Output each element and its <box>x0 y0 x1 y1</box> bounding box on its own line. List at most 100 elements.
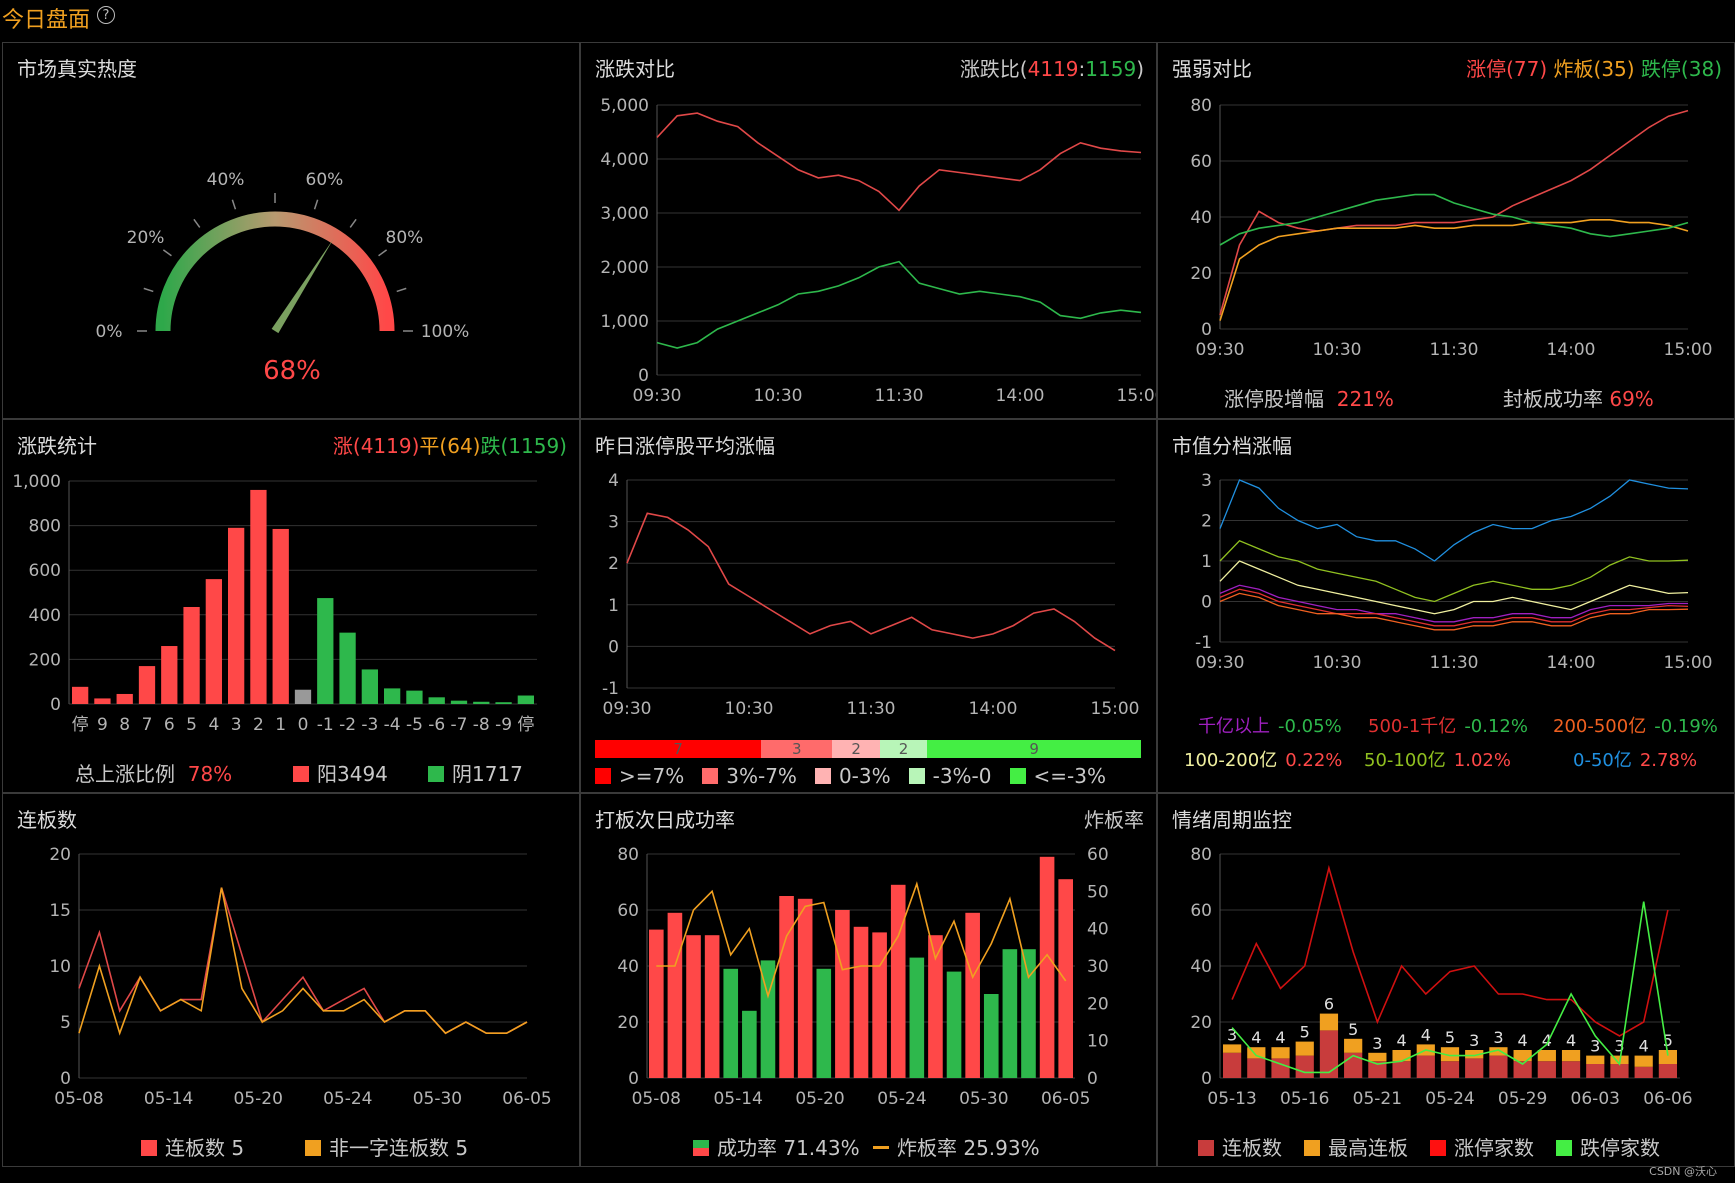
y-tick-label: 20 <box>617 1013 639 1033</box>
gauge-scale-label: 40% <box>207 170 245 190</box>
panel-title: 涨跌对比 <box>595 57 675 81</box>
max-streak-label: 3 <box>1227 1025 1237 1044</box>
streak-bar <box>1440 1061 1460 1078</box>
y-tick-label: 0 <box>1201 320 1212 340</box>
x-tick-label: 09:30 <box>1196 340 1245 360</box>
max-streak-bar <box>1489 1047 1508 1056</box>
y-tick-label: 800 <box>29 517 61 537</box>
bar <box>1021 949 1036 1078</box>
max-streak-bar <box>1465 1050 1484 1059</box>
y-tick-label: 3,000 <box>600 204 649 224</box>
bar <box>272 528 289 704</box>
y-tick-label: 80 <box>617 845 639 865</box>
x-tick-label: 05-14 <box>713 1089 762 1109</box>
series-line <box>656 260 1142 349</box>
gauge-scale-label: 0% <box>96 322 123 342</box>
gauge-tick <box>313 199 319 210</box>
max-streak-bar <box>1344 1038 1363 1053</box>
series-line <box>1219 479 1689 562</box>
bar <box>890 884 906 1078</box>
bar <box>517 695 534 704</box>
x-tick-label: -6 <box>428 715 445 735</box>
panel-title: 连板数 <box>17 808 77 832</box>
x-tick-label: 05-21 <box>1353 1089 1402 1109</box>
x-tick-label: 10:30 <box>725 699 774 719</box>
x-tick-label: 05-14 <box>144 1089 193 1109</box>
gauge-value: 68% <box>263 356 321 386</box>
emotion-legend-item: 最高连板 <box>1304 1136 1408 1160</box>
x-tick-label: 0 <box>298 715 309 735</box>
panel-cap-tier: 市值分档涨幅 -1 0 1 2 3 09:30 10:30 11:30 14:00 15:00 千… <box>1157 419 1735 793</box>
panel-market-heat: 市场真实热度 0% 20% 40% 60% 80% 100% 68% <box>2 42 580 419</box>
panel-title: 昨日涨停股平均涨幅 <box>595 434 775 458</box>
cap-legend: 千亿以上 -0.05% 500-1千亿 -0.12% 200-500亿 -0.19% 100… <box>1158 712 1734 792</box>
max-streak-bar <box>1295 1041 1314 1056</box>
max-streak-bar <box>1319 1013 1339 1031</box>
legend-yin: 阴1717 <box>428 758 523 787</box>
x-tick-label: 05-13 <box>1207 1089 1256 1109</box>
max-streak-label: 5 <box>1663 1031 1673 1050</box>
x-tick-label: 10:30 <box>1313 653 1362 673</box>
bar <box>742 1010 757 1078</box>
streak-bar <box>1416 1055 1435 1078</box>
y-tick-label: 0 <box>638 366 649 386</box>
max-streak-label: 5 <box>1300 1023 1310 1042</box>
x-tick-label: 06-05 <box>502 1089 551 1109</box>
max-streak-label: 4 <box>1518 1031 1528 1050</box>
success-chart: 0 20 40 60 80 0 10 20 30 40 50 60 05-08 05-14 05-20 05-… <box>617 845 1109 1109</box>
panel-emotion-cycle: 情绪周期监控 0 20 40 60 80 3 4 4 5 6 5 3 4 4 5 3 3 4 4 4 3 3 4 5 05-13… <box>1157 793 1735 1167</box>
distribution-segment: 3 <box>761 740 833 758</box>
series-line <box>1219 588 1689 627</box>
legend-broken-rate: 炸板率 25.93% <box>873 1132 1040 1161</box>
x-tick-label: -4 <box>384 715 401 735</box>
cap-legend-item: 500-1千亿 -0.12% <box>1368 716 1528 737</box>
panel-title: 情绪周期监控 <box>1172 808 1292 832</box>
x-tick-label: 11:30 <box>1430 340 1479 360</box>
max-streak-label: 4 <box>1542 1031 1552 1050</box>
y-tick-label: 2 <box>608 554 619 574</box>
streak-bar <box>1319 1030 1339 1078</box>
distribution-segment: 9 <box>927 740 1141 758</box>
max-streak-label: 3 <box>1614 1037 1624 1056</box>
distribution-legend-item: >=7% <box>595 764 684 788</box>
streak-bar <box>1223 1052 1242 1078</box>
x-tick-label: 8 <box>119 715 130 735</box>
y2-tick-label: 10 <box>1087 1032 1109 1052</box>
series-line <box>626 512 1116 652</box>
y-tick-label: 1 <box>608 596 619 616</box>
x-tick-label: 11:30 <box>1430 653 1479 673</box>
x-tick-label: 14:00 <box>1547 653 1596 673</box>
bar <box>686 935 701 1078</box>
distribution-segment: 7 <box>595 740 762 758</box>
y-tick-label: 0 <box>60 1069 71 1089</box>
limit-up-line <box>1231 864 1669 1037</box>
bar <box>384 688 401 704</box>
x-tick-label: 15:00 <box>1091 699 1140 719</box>
bar <box>228 527 245 704</box>
max-streak-label: 6 <box>1324 995 1334 1014</box>
panel-next-day-success: 打板次日成功率 炸板率 0 20 40 60 80 0 10 20 30 40 50 60 05-08 0… <box>580 793 1157 1167</box>
help-circle-icon[interactable]: ? <box>97 6 115 24</box>
x-tick-label: 06-05 <box>1041 1089 1090 1109</box>
x-tick-label: 14:00 <box>996 386 1045 406</box>
gauge-tick <box>193 218 201 228</box>
x-tick-label: 05-29 <box>1498 1089 1547 1109</box>
max-streak-label: 4 <box>1639 1037 1649 1056</box>
max-streak-label: 5 <box>1445 1028 1455 1047</box>
max-streak-bar <box>1392 1050 1411 1062</box>
top-bar: 今日盘面 ? <box>0 0 1735 40</box>
y-tick-label: 20 <box>49 845 71 865</box>
bar <box>723 968 739 1078</box>
x-tick-label: 7 <box>142 715 153 735</box>
bar <box>760 960 776 1078</box>
bar <box>797 898 813 1078</box>
gauge-tick <box>396 287 407 293</box>
y-tick-label: 4,000 <box>600 150 649 170</box>
series-line <box>1219 109 1689 316</box>
max-streak-label: 4 <box>1421 1025 1431 1044</box>
bar <box>983 994 999 1078</box>
panel-yesterday-limitup: 昨日涨停股平均涨幅 -1 0 1 2 3 4 09:30 10:30 11:30 14:00 15:… <box>580 419 1157 793</box>
bar <box>72 686 89 704</box>
